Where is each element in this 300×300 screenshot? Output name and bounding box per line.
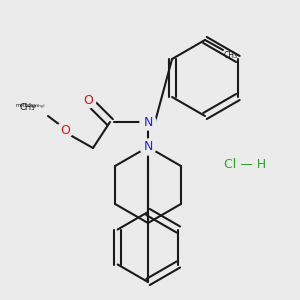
Text: N: N xyxy=(143,116,153,128)
Text: methyl: methyl xyxy=(31,104,45,108)
Circle shape xyxy=(80,92,96,108)
Circle shape xyxy=(140,139,156,155)
Circle shape xyxy=(140,114,156,130)
Text: O: O xyxy=(83,94,93,106)
Text: Cl — H: Cl — H xyxy=(224,158,266,172)
Text: N: N xyxy=(143,140,153,154)
Text: O: O xyxy=(60,124,70,136)
Text: CH₃: CH₃ xyxy=(20,103,35,112)
Circle shape xyxy=(57,122,73,138)
Text: CH₃: CH₃ xyxy=(224,51,238,60)
Text: methoxy: methoxy xyxy=(15,103,37,109)
